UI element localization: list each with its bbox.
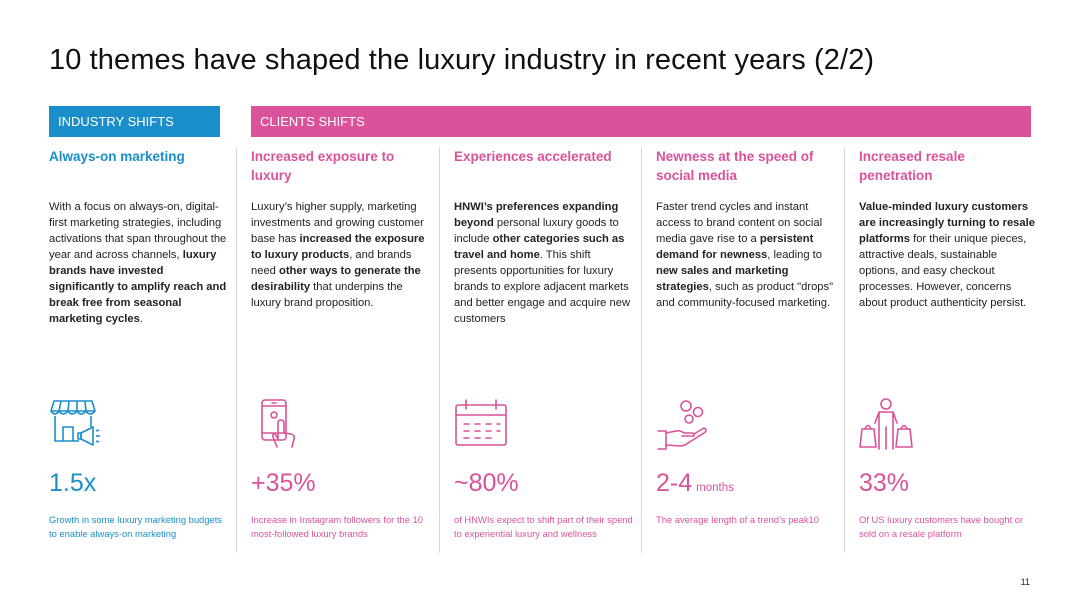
stat-value: 1.5x <box>49 469 97 497</box>
stat-caption: Growth in some luxury marketing budgets … <box>49 514 222 539</box>
column-body: With a focus on always-on, digital-first… <box>49 201 227 325</box>
stat-caption: The average length of a trend’s peak10 <box>656 514 819 525</box>
stat-caption: Increase in Instagram followers for the … <box>251 514 423 539</box>
column-title: Increased exposure to luxury <box>251 149 395 183</box>
theme-column-newness: Newness at the speed of social media Fas… <box>656 147 836 311</box>
column-body: Value-minded luxury customers are increa… <box>859 201 1035 309</box>
theme-column-resale: Increased resale penetration Value-minde… <box>859 147 1039 311</box>
storefront-megaphone-icon <box>49 397 103 451</box>
stat-value: ~80% <box>454 469 519 497</box>
column-title: Always-on marketing <box>49 149 185 164</box>
column-title: Newness at the speed of social media <box>656 149 814 183</box>
calendar-icon <box>454 397 508 451</box>
stat-value: 2-4 months <box>656 469 734 497</box>
stat-value: 33% <box>859 469 910 497</box>
column-divider <box>641 147 642 553</box>
column-body: Faster trend cycles and instant access t… <box>656 201 834 309</box>
stat-caption: Of US luxury customers have bought or so… <box>859 514 1024 539</box>
theme-column-always-on: Always-on marketing With a focus on alwa… <box>49 147 229 327</box>
column-divider <box>236 147 237 553</box>
clients-shifts-band: CLIENTS SHIFTS <box>251 106 1031 137</box>
column-title: Increased resale penetration <box>859 149 965 183</box>
page-number: 11 <box>1020 577 1030 587</box>
page-title: 10 themes have shaped the luxury industr… <box>49 44 875 76</box>
theme-column-experiences: Experiences accelerated HNWI’s preferenc… <box>454 147 634 327</box>
column-body: Luxury’s higher supply, marketing invest… <box>251 201 425 309</box>
shopper-bags-icon <box>859 397 913 451</box>
industry-shifts-band: INDUSTRY SHIFTS <box>49 106 220 137</box>
stat-unit: months <box>696 482 734 494</box>
column-divider <box>844 147 845 553</box>
smartphone-tap-icon <box>258 397 312 451</box>
stat-value: +35% <box>251 469 316 497</box>
theme-column-exposure: Increased exposure to luxury Luxury’s hi… <box>251 147 431 311</box>
hand-coins-icon <box>656 397 710 451</box>
column-title: Experiences accelerated <box>454 149 612 164</box>
column-divider <box>439 147 440 553</box>
stat-caption: of HNWIs expect to shift part of their s… <box>454 514 633 539</box>
column-body: HNWI’s preferences expanding beyond pers… <box>454 201 631 325</box>
